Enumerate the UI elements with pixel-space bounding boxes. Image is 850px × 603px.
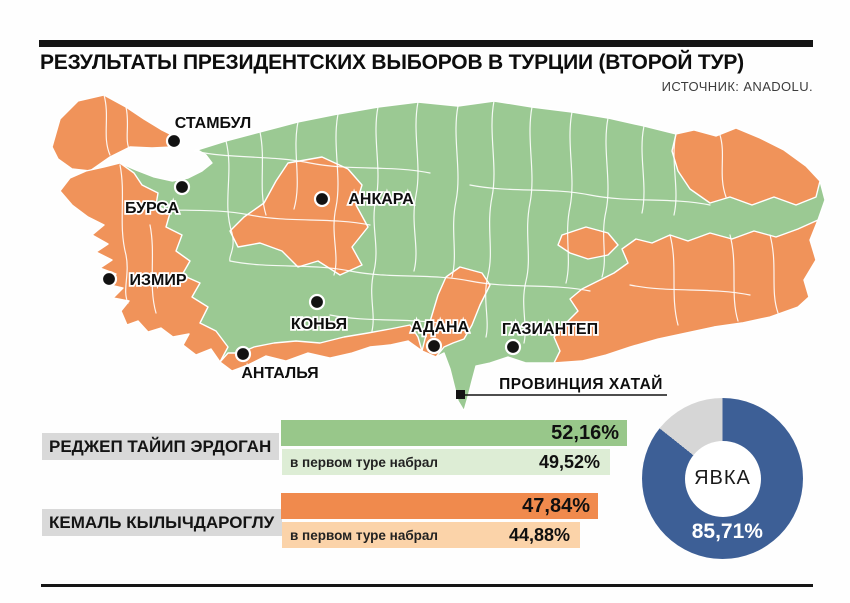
- turnout-label: ЯВКА: [694, 467, 751, 489]
- city-label-izmir: ИЗМИР: [129, 272, 186, 289]
- candidate-name-erdogan: РЕДЖЕП ТАЙИП ЭРДОГАН: [42, 433, 280, 460]
- first-round-note-kilicdaroglu: в первом туре набрал: [290, 527, 438, 543]
- map-northeast-orange: [671, 127, 821, 206]
- bar-kilicdaroglu-first-round: в первом туре набрал 44,88%: [282, 522, 580, 548]
- bar-kilicdaroglu-second-round: 47,84%: [281, 493, 598, 519]
- map-west-orange: [59, 162, 229, 363]
- city-label-konya: КОНЬЯ: [291, 316, 347, 333]
- turkey-map: СТАМБУЛ БУРСА АНКАРА ИЗМИР КОНЬЯ АНТАЛЬЯ…: [30, 85, 830, 415]
- hatay-callout: ПРОВИНЦИЯ ХАТАЙ: [456, 374, 667, 399]
- candidate-name-kilicdaroglu: КЕМАЛЬ КЫЛЫЧДАРОГЛУ: [42, 509, 283, 536]
- first-round-note-erdogan: в первом туре набрал: [290, 454, 438, 470]
- city-markers: СТАМБУЛ БУРСА АНКАРА ИЗМИР КОНЬЯ АНТАЛЬЯ…: [100, 113, 600, 384]
- bar-value-erdogan-first-round: 49,52%: [538, 451, 600, 472]
- turnout-value: 85,71%: [691, 519, 763, 543]
- turnout-donut: ЯВКА 85,71%: [642, 398, 803, 559]
- hatay-callout-label: ПРОВИНЦИЯ ХАТАЙ: [499, 375, 663, 393]
- city-dot-ankara: [313, 190, 331, 208]
- city-dot-bursa: [173, 178, 191, 196]
- bar-erdogan-first-round: в первом туре набрал 49,52%: [282, 449, 610, 475]
- province-borders: [103, 94, 779, 344]
- turnout-donut-hole: ЯВКА: [684, 440, 761, 517]
- city-dot-antalya: [234, 345, 252, 363]
- bar-value-kilicdaroglu-first-round: 44,88%: [508, 524, 570, 545]
- city-label-antalya: АНТАЛЬЯ: [241, 365, 318, 382]
- hatay-callout-marker: [456, 390, 465, 399]
- bar-value-kilicdaroglu-second-round: 47,84%: [522, 494, 590, 517]
- map-tunceli-orange: [557, 226, 619, 260]
- city-label-gaziantep: ГАЗИАНТЕП: [502, 321, 598, 338]
- city-dot-gaziantep: [504, 338, 522, 356]
- bar-value-erdogan-second-round: 52,16%: [551, 421, 619, 444]
- page-title: РЕЗУЛЬТАТЫ ПРЕЗИДЕНТСКИХ ВЫБОРОВ В ТУРЦИ…: [40, 51, 744, 74]
- map-east-orange: [553, 219, 819, 364]
- bar-erdogan-second-round: 52,16%: [281, 420, 627, 446]
- map-south-orange: [219, 324, 423, 372]
- top-divider: [39, 40, 813, 47]
- city-dot-izmir: [100, 270, 118, 288]
- turkey-map-svg: СТАМБУЛ БУРСА АНКАРА ИЗМИР КОНЬЯ АНТАЛЬЯ…: [51, 94, 826, 412]
- city-label-adana: АДАНА: [411, 319, 470, 336]
- map-adana-orange: [421, 266, 491, 358]
- map-thrace-orange: [51, 94, 181, 172]
- source-credit: ИСТОЧНИК: ANADOLU.: [661, 79, 813, 94]
- city-dot-istanbul: [165, 132, 183, 150]
- city-label-istanbul: СТАМБУЛ: [175, 115, 251, 132]
- map-ankara-orange: [229, 156, 369, 276]
- city-dot-konya: [308, 293, 326, 311]
- city-label-bursa: БУРСА: [125, 200, 179, 217]
- city-dot-adana: [425, 337, 443, 355]
- city-label-ankara: АНКАРА: [348, 191, 414, 208]
- bottom-divider: [41, 584, 813, 587]
